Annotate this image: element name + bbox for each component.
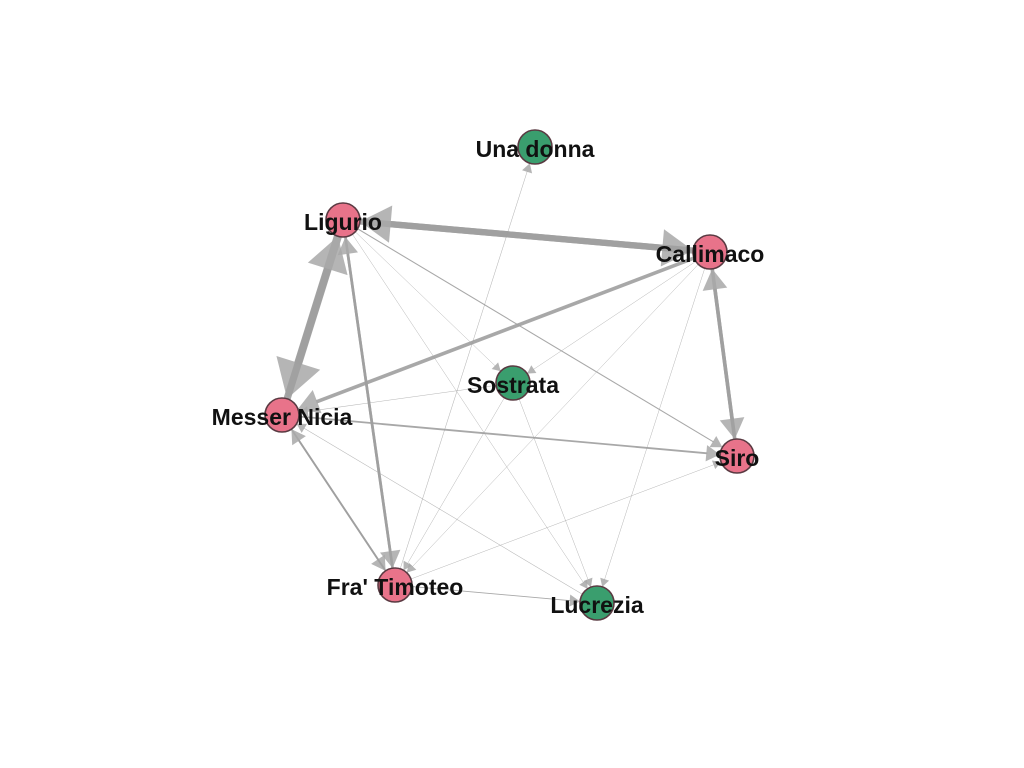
arrowhead-callimaco-to-nicia [297,390,322,414]
arrowhead-callimaco-to-timoteo [406,562,417,573]
node-label-lucrezia: Lucrezia [550,592,644,618]
edge-timoteo-to-nicia [297,439,391,578]
edge-callimaco-to-timoteo [411,259,704,568]
arrowhead-sostrata-to-timoteo [403,560,412,571]
arrowhead-timoteo-to-lucrezia [569,594,581,607]
node-sostrata[interactable] [495,365,531,401]
edge-sostrata-to-timoteo [407,391,509,565]
arrowhead-timoteo-to-nicia [291,429,306,446]
node-label-sostrata: Sostrata [467,372,559,398]
arrowhead-ligurio-to-siro [709,435,723,448]
edge-sostrata-to-lucrezia [516,392,589,581]
edge-siro-to-callimaco [713,288,738,447]
edge-nicia-to-ligurio [281,266,332,407]
edge-callimaco-to-nicia [315,253,702,404]
node-label-callimaco: Callimaco [656,241,765,267]
node-label-una: Una donna [476,136,595,162]
arrowhead-timoteo-to-siro [711,460,722,470]
arrowhead-nicia-to-siro [705,445,721,462]
arrowhead-siro-to-callimaco [702,268,728,291]
edge-timoteo-to-siro [404,464,715,582]
edge-timoteo-to-lucrezia [405,585,571,602]
node-ligurio[interactable] [325,202,361,238]
node-lucrezia[interactable] [579,585,615,621]
node-label-timoteo: Fra' Timoteo [327,574,464,600]
edge-timoteo-to-ligurio [346,252,395,576]
arrowhead-sostrata-to-nicia [298,406,309,417]
arrowhead-timoteo-to-una [522,163,533,174]
node-siro[interactable] [719,438,755,474]
edge-timoteo-to-una [397,170,528,576]
arrowhead-callimaco-to-sostrata [527,365,537,374]
arrowhead-lucrezia-to-nicia [296,423,308,433]
edge-callimaco-to-sostrata [532,257,702,370]
edge-ligurio-to-lucrezia [348,228,584,584]
node-label-ligurio: Ligurio [304,209,382,235]
arrowhead-nicia-to-ligurio [307,236,348,276]
node-nicia[interactable] [264,397,300,433]
edges-layer [276,163,745,607]
edge-callimaco-to-lucrezia [604,261,708,581]
edge-lucrezia-to-nicia [303,427,589,599]
edge-nicia-to-siro [292,415,708,455]
node-label-siro: Siro [715,445,760,471]
arrowhead-sostrata-to-lucrezia [583,577,593,588]
node-timoteo[interactable] [377,567,413,603]
arrowhead-ligurio-to-lucrezia [579,579,588,589]
node-una[interactable] [517,129,553,165]
arrowhead-callimaco-to-lucrezia [600,577,610,587]
node-label-nicia: Messer Nicia [212,404,353,430]
arrowhead-ligurio-to-sostrata [491,362,501,372]
edge-ligurio-to-siro [351,224,715,443]
edge-sostrata-to-nicia [306,384,503,412]
nodes-layer [264,129,755,621]
labels-layer: Una donna Ligurio Callimaco Sostrata Messer … [212,136,765,618]
edge-ligurio-to-sostrata [350,226,496,367]
arrowhead-callimaco-to-ligurio [359,205,393,243]
node-callimaco[interactable] [692,234,728,270]
edge-callimaco-to-ligurio [389,220,701,255]
arrowhead-timoteo-to-ligurio [337,236,359,256]
